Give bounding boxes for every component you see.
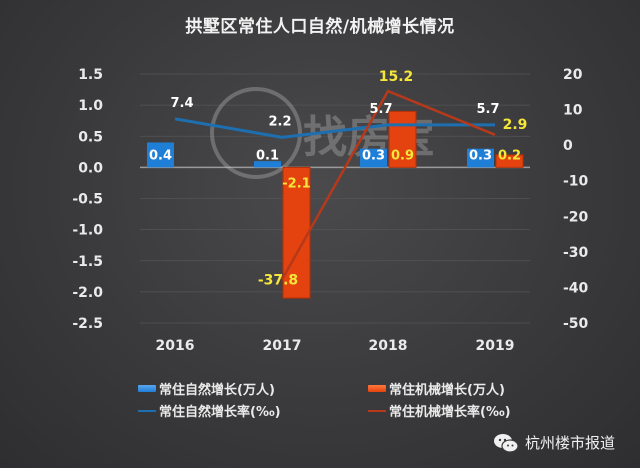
bar-mechanical-growth <box>495 154 524 168</box>
wechat-icon <box>494 433 519 453</box>
legend-label: 常住机械增长率(‰) <box>389 405 511 420</box>
legend-swatch-line-red <box>368 409 386 412</box>
legend-label: 常住机械增长(万人) <box>389 383 505 398</box>
label-natural-rate: 2.2 <box>268 114 291 129</box>
legend-item-natural-rate: 常住自然增长率(‰) <box>138 401 281 420</box>
gridlines <box>140 73 530 324</box>
label-natural-rate: 5.7 <box>369 102 392 117</box>
right-axis-tick: -40 <box>563 280 589 296</box>
x-axis-tick: 2016 <box>156 338 195 354</box>
label-mechanical-rate: 2.9 <box>503 117 528 133</box>
watermark-logo-icon <box>210 87 302 179</box>
right-axis-tick: -10 <box>563 174 589 190</box>
bar-natural-growth <box>147 142 174 168</box>
line-mechanical-rate <box>280 89 496 281</box>
left-axis-tick: -1.0 <box>72 223 103 239</box>
left-axis-tick: 1.0 <box>78 98 103 114</box>
x-axis-tick: 2019 <box>476 338 515 354</box>
right-axis-tick: -20 <box>563 209 589 225</box>
right-axis: 20 10 0 -10 -20 -30 -40 -50 <box>563 67 589 332</box>
label-natural-rate: 7.4 <box>170 96 193 111</box>
right-axis-tick: -30 <box>563 245 589 261</box>
legend-swatch-bar-blue <box>138 385 156 392</box>
lines <box>174 89 496 281</box>
label-natural-growth: 0.3 <box>362 148 385 163</box>
brand-footer: 杭州楼市报道 <box>493 432 615 453</box>
right-axis-tick: -50 <box>563 316 589 332</box>
left-axis-tick: -0.5 <box>72 192 103 208</box>
left-axis-tick: 1.5 <box>78 67 103 83</box>
left-axis: 1.5 1.0 0.5 0.0 -0.5 -1.0 -1.5 -2.0 -2.5 <box>72 67 103 332</box>
chart-title: 拱墅区常住人口自然/机械增长情况 <box>185 17 455 37</box>
label-mechanical-growth: 0.2 <box>498 148 521 163</box>
bar-natural-growth <box>254 161 281 168</box>
bar-mechanical-growth <box>282 166 311 299</box>
x-axis-tick: 2018 <box>369 338 408 354</box>
bar-natural-growth <box>360 148 387 168</box>
right-axis-tick: 0 <box>563 138 573 154</box>
right-axis-tick: 10 <box>563 103 583 119</box>
left-axis-tick: 0.5 <box>78 129 103 145</box>
label-mechanical-rate: 15.2 <box>379 69 414 85</box>
legend-swatch-bar-orange <box>368 385 386 392</box>
legend-label: 常住自然增长(万人) <box>159 383 275 398</box>
bar-mechanical-growth <box>388 110 417 168</box>
left-axis-tick: -1.5 <box>72 254 103 270</box>
label-natural-growth: 0.3 <box>469 148 492 163</box>
legend-item-natural-growth: 常住自然增长(万人) <box>138 379 275 398</box>
x-axis-tick: 2017 <box>263 338 302 354</box>
label-natural-rate: 5.7 <box>476 102 499 117</box>
label-mechanical-rate: -37.8 <box>258 273 298 289</box>
legend-label: 常住自然增长率(‰) <box>159 405 281 420</box>
x-axis: 2016 2017 2018 2019 <box>156 338 515 354</box>
left-axis-tick: 0.0 <box>78 160 103 176</box>
label-natural-growth: 0.4 <box>149 148 172 163</box>
left-axis-tick: -2.0 <box>72 285 103 301</box>
label-mechanical-growth: -2.1 <box>282 176 310 191</box>
bar-natural-growth <box>467 148 494 168</box>
legend-swatch-line-blue <box>138 409 156 412</box>
legend-item-mechanical-growth: 常住机械增长(万人) <box>368 379 505 398</box>
data-labels: 0.4 7.4 0.1-2.1 2.2 -37.8 0.3 0.9 5.7 15.2 0.3 0.2… <box>149 69 527 289</box>
brand-name: 杭州楼市报道 <box>525 434 616 452</box>
label-mechanical-growth: 0.9 <box>391 148 414 163</box>
line-natural-rate <box>174 117 495 139</box>
right-axis-tick: 20 <box>563 67 583 83</box>
label-natural-growth: 0.1 <box>256 148 279 163</box>
legend-item-mechanical-rate: 常住机械增长率(‰) <box>368 401 511 420</box>
bars <box>147 110 524 299</box>
left-axis-tick: -2.5 <box>72 316 103 332</box>
